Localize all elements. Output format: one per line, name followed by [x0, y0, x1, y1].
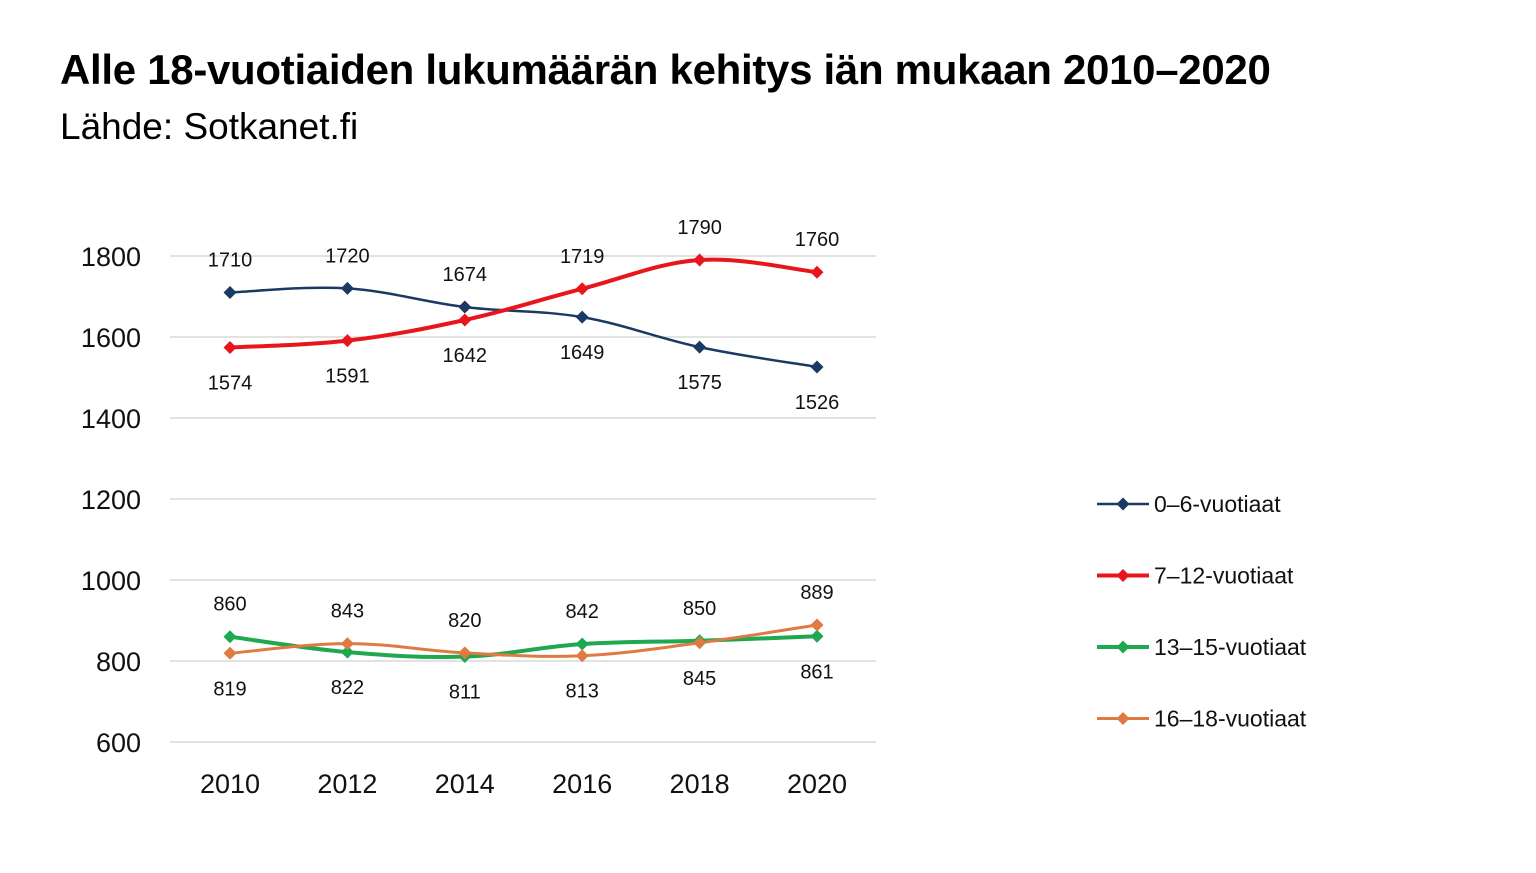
data-label: 1575: [677, 372, 722, 394]
series-markers: [223, 253, 824, 664]
legend-label: 7–12-vuotiaat: [1154, 563, 1294, 589]
series-line: [228, 257, 819, 350]
legend-label: 13–15-vuotiaat: [1154, 634, 1307, 660]
data-label: 1574: [208, 373, 253, 395]
legend: 0–6-vuotiaat 7–12-vuotiaat 13–15-vuotiaat 1…: [1097, 491, 1307, 732]
y-tick-label: 1800: [81, 242, 141, 272]
data-point-marker: [340, 281, 354, 295]
data-label: 1526: [795, 392, 840, 414]
y-tick-label: 1600: [81, 323, 141, 353]
data-point-marker: [810, 618, 824, 632]
data-point-marker: [575, 649, 589, 663]
data-label: 1720: [325, 245, 370, 267]
data-label: 1674: [443, 264, 488, 286]
data-label: 1591: [325, 366, 370, 388]
data-label: 820: [448, 610, 481, 632]
data-label: 1642: [443, 345, 488, 367]
data-point-marker: [575, 310, 589, 324]
legend-label: 0–6-vuotiaat: [1154, 491, 1281, 517]
data-point-marker: [810, 360, 824, 374]
y-tick-label: 800: [96, 647, 141, 677]
data-point-marker: [575, 282, 589, 296]
data-label: 1649: [560, 342, 605, 364]
data-label: 850: [683, 598, 716, 620]
data-labels: 1710 1720 1674 1649 1575 1526 1574 1591 1642 1719…: [208, 217, 840, 703]
data-point-marker: [223, 630, 237, 644]
x-tick-label: 2020: [787, 769, 847, 799]
x-tick-label: 2012: [317, 769, 377, 799]
chart-title: Alle 18-vuotiaiden lukumäärän kehitys iä…: [60, 46, 1271, 93]
y-tick-label: 1200: [81, 485, 141, 515]
data-label: 845: [683, 668, 716, 690]
legend-diamond-icon: [1116, 712, 1130, 725]
data-point-marker: [458, 313, 472, 327]
data-label: 1790: [677, 217, 722, 239]
data-label: 1719: [560, 246, 605, 268]
data-label: 1710: [208, 249, 253, 271]
data-point-marker: [575, 637, 589, 651]
x-tick-label: 2016: [552, 769, 612, 799]
gridlines: [170, 255, 876, 743]
data-label: 819: [213, 678, 246, 700]
data-point-marker: [223, 646, 237, 660]
data-point-marker: [223, 341, 237, 355]
data-label: 1760: [795, 229, 840, 251]
data-label: 860: [213, 594, 246, 616]
data-point-marker: [340, 645, 354, 659]
chart-subtitle: Lähde: Sotkanet.fi: [60, 106, 359, 147]
data-point-marker: [340, 637, 354, 651]
data-point-marker: [340, 334, 354, 348]
data-label: 822: [331, 677, 364, 699]
legend-label: 16–18-vuotiaat: [1154, 706, 1307, 732]
data-point-marker: [810, 265, 824, 279]
legend-diamond-icon: [1116, 640, 1130, 654]
data-label: 889: [800, 582, 833, 604]
data-point-marker: [693, 253, 707, 267]
series-line: [228, 623, 819, 658]
x-tick-label: 2010: [200, 769, 260, 799]
y-axis-ticks: 600 800 1000 1200 1400 1600 1800: [81, 242, 141, 758]
data-point-marker: [458, 300, 472, 314]
data-point-marker: [693, 636, 707, 650]
x-tick-label: 2018: [670, 769, 730, 799]
data-point-marker: [223, 285, 237, 299]
series-line: [228, 286, 819, 369]
data-label: 813: [566, 681, 599, 703]
legend-diamond-icon: [1116, 569, 1130, 582]
x-tick-label: 2014: [435, 769, 495, 799]
data-label: 861: [800, 661, 833, 683]
data-label: 811: [449, 682, 481, 704]
y-tick-label: 600: [96, 728, 141, 758]
data-point-marker: [693, 340, 707, 354]
x-axis-ticks: 2010 2012 2014 2016 2018 2020: [200, 769, 847, 799]
y-tick-label: 1400: [81, 404, 141, 434]
legend-diamond-icon: [1116, 497, 1130, 511]
data-label: 843: [331, 601, 364, 623]
data-point-marker: [458, 646, 472, 660]
data-label: 842: [566, 601, 599, 623]
series-lines: [228, 257, 819, 659]
data-point-marker: [810, 629, 824, 643]
y-tick-label: 1000: [81, 566, 141, 596]
